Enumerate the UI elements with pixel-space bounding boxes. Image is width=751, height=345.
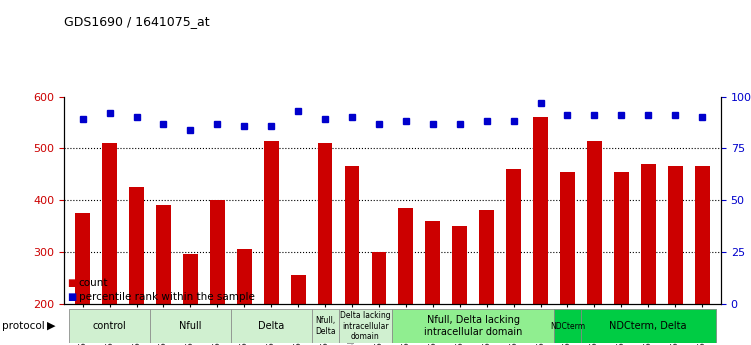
Bar bbox=[102, 143, 117, 304]
Text: Nfull,
Delta: Nfull, Delta bbox=[315, 316, 336, 336]
Bar bbox=[345, 167, 360, 304]
Bar bbox=[554, 309, 581, 343]
Bar bbox=[641, 164, 656, 304]
Bar bbox=[258, 309, 285, 343]
Bar bbox=[668, 167, 683, 304]
Bar bbox=[231, 309, 312, 343]
Bar bbox=[506, 169, 521, 304]
Text: Delta: Delta bbox=[258, 321, 285, 331]
Bar bbox=[231, 309, 258, 343]
Bar bbox=[581, 309, 716, 343]
Bar bbox=[69, 309, 150, 343]
Bar bbox=[318, 143, 333, 304]
Bar bbox=[695, 167, 710, 304]
Bar bbox=[264, 141, 279, 304]
Bar bbox=[339, 309, 392, 343]
Bar bbox=[527, 309, 554, 343]
Bar bbox=[150, 309, 231, 343]
Bar bbox=[425, 221, 440, 304]
Bar bbox=[446, 309, 473, 343]
Text: ■: ■ bbox=[68, 292, 77, 302]
Bar bbox=[339, 309, 366, 343]
Bar bbox=[372, 252, 386, 304]
Bar bbox=[285, 309, 312, 343]
Bar bbox=[204, 309, 231, 343]
Bar bbox=[392, 309, 419, 343]
Text: control: control bbox=[92, 321, 126, 331]
Bar bbox=[291, 275, 306, 304]
Bar bbox=[581, 309, 608, 343]
Bar bbox=[177, 309, 204, 343]
Bar bbox=[183, 255, 198, 304]
Text: protocol: protocol bbox=[2, 321, 44, 331]
Bar bbox=[210, 200, 225, 304]
Bar bbox=[479, 210, 494, 304]
Text: Nfull, Delta lacking
intracellular domain: Nfull, Delta lacking intracellular domai… bbox=[424, 315, 523, 337]
Bar bbox=[500, 309, 527, 343]
Text: ■: ■ bbox=[68, 278, 77, 288]
Bar bbox=[69, 309, 96, 343]
Bar bbox=[366, 309, 392, 343]
Bar bbox=[150, 309, 177, 343]
Bar bbox=[689, 309, 716, 343]
Bar bbox=[614, 172, 629, 304]
Bar bbox=[608, 309, 635, 343]
Bar bbox=[129, 187, 144, 304]
Bar bbox=[560, 172, 575, 304]
Bar bbox=[237, 249, 252, 304]
Bar bbox=[662, 309, 689, 343]
Bar bbox=[419, 309, 446, 343]
Bar bbox=[392, 309, 554, 343]
Bar bbox=[312, 309, 339, 343]
Bar bbox=[399, 208, 413, 304]
Text: Delta lacking
intracellular
domain: Delta lacking intracellular domain bbox=[340, 311, 391, 341]
Bar bbox=[312, 309, 339, 343]
Text: Nfull: Nfull bbox=[179, 321, 202, 331]
Text: NDCterm, Delta: NDCterm, Delta bbox=[610, 321, 687, 331]
Bar bbox=[635, 309, 662, 343]
Bar bbox=[473, 309, 500, 343]
Text: percentile rank within the sample: percentile rank within the sample bbox=[79, 292, 255, 302]
Bar bbox=[452, 226, 467, 304]
Bar bbox=[554, 309, 581, 343]
Bar bbox=[587, 141, 602, 304]
Text: count: count bbox=[79, 278, 108, 288]
Bar bbox=[156, 205, 171, 304]
Bar bbox=[75, 213, 90, 304]
Bar bbox=[123, 309, 150, 343]
Text: GDS1690 / 1641075_at: GDS1690 / 1641075_at bbox=[64, 16, 210, 29]
Text: NDCterm: NDCterm bbox=[550, 322, 585, 331]
Bar bbox=[96, 309, 123, 343]
Bar bbox=[533, 117, 548, 304]
Text: ▶: ▶ bbox=[47, 321, 56, 331]
